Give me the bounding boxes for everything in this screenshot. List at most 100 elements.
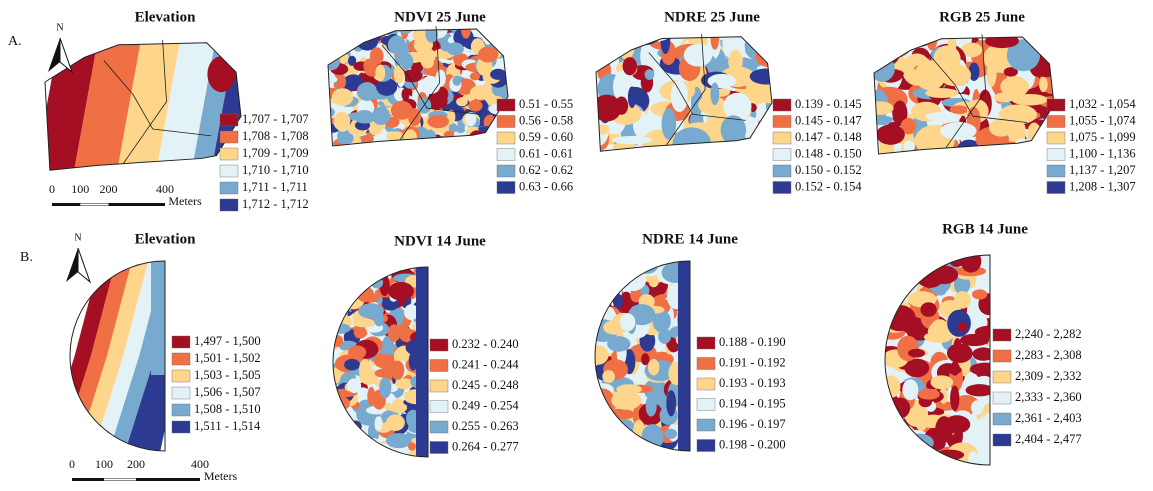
legend-label: 2,283 - 2,308 (1015, 348, 1082, 362)
map-patch (433, 137, 453, 152)
map-patch (749, 133, 767, 154)
legend-label: 0.59 - 0.60 (519, 130, 573, 144)
legend-swatch (1047, 149, 1065, 161)
map-patch (330, 431, 349, 440)
map-patch (1000, 76, 1029, 97)
map-patch (374, 353, 388, 367)
row-label: B. (20, 250, 33, 265)
map-patch (349, 21, 364, 33)
map-patch (452, 76, 461, 86)
map-patch (371, 277, 383, 289)
map-patch (338, 439, 360, 454)
map-patch (710, 82, 719, 105)
legend-swatch (993, 350, 1011, 362)
map-patch (623, 57, 637, 75)
legend-label: 1,501 - 1,502 (194, 351, 261, 365)
map-patch (495, 22, 504, 33)
map-patch (420, 76, 440, 94)
map-patch (332, 396, 350, 410)
map-patch (612, 136, 652, 144)
map-patch (620, 313, 635, 331)
map-patch (879, 38, 903, 47)
map (585, 252, 702, 457)
map-patch (662, 108, 676, 140)
panel-title: Elevation (135, 231, 196, 247)
legend-swatch (497, 165, 515, 177)
legend-label: 0.249 - 0.254 (452, 398, 519, 412)
map-patch (903, 268, 914, 288)
map-patch (343, 37, 354, 46)
map-patch (332, 283, 350, 302)
legend-label: 2,404 - 2,477 (1015, 432, 1082, 446)
map-patch (664, 429, 677, 439)
map-patch (885, 441, 913, 453)
map-patch (345, 25, 367, 35)
map-patch (375, 65, 385, 82)
map-patch (723, 93, 751, 120)
map-patch (454, 140, 474, 148)
map-patch (935, 416, 953, 443)
legend-label: 1,709 - 1,709 (242, 146, 309, 160)
map-patch (1039, 77, 1048, 92)
map-patch (331, 42, 352, 52)
map-patch (613, 434, 629, 448)
legend-swatch (697, 378, 715, 390)
map-edge (416, 267, 428, 457)
map-patch (876, 454, 907, 465)
legend-label: 0.61 - 0.61 (519, 146, 573, 160)
map-patch (359, 25, 373, 42)
map-patch (344, 359, 360, 371)
map-patch (908, 459, 918, 468)
map-patch (456, 97, 468, 106)
map-patch (502, 19, 511, 30)
map-patch (379, 377, 391, 398)
legend-swatch (497, 116, 515, 128)
map-patch (614, 275, 624, 294)
map-patch (344, 435, 365, 446)
legend-label: 1,711 - 1,711 (242, 180, 308, 194)
panel-title: RGB 25 June (939, 9, 1025, 25)
map (579, 13, 784, 162)
map-patch (339, 271, 363, 282)
map-patch (893, 29, 919, 46)
map-patch (605, 409, 635, 420)
legend-label: 2,361 - 2,403 (1015, 411, 1082, 425)
map-patch (444, 131, 454, 139)
map-patch (874, 28, 912, 58)
map-patch (600, 252, 624, 272)
map-patch (931, 375, 954, 389)
map-patch (329, 29, 340, 40)
legend-label: 0.152 - 0.154 (795, 179, 862, 193)
map-patch (939, 64, 971, 86)
map-patch (989, 119, 1014, 136)
map-patch (588, 426, 616, 451)
map-patch (323, 437, 345, 453)
legend-label: 1,075 - 1,099 (1069, 130, 1136, 144)
map-patch (750, 27, 783, 48)
legend-swatch (993, 371, 1011, 383)
map-patch (947, 310, 971, 337)
map-patch (394, 65, 405, 83)
legend-label: 1,208 - 1,307 (1069, 179, 1136, 193)
legend-label: 1,100 - 1,136 (1069, 146, 1136, 160)
map-patch (648, 145, 662, 156)
legend-label: 2,309 - 2,332 (1015, 369, 1082, 383)
panel-title: Elevation (135, 9, 196, 25)
map-patch (1035, 26, 1065, 40)
map-patch (1031, 138, 1042, 165)
map-patch (884, 263, 900, 273)
map-patch (371, 15, 390, 26)
legend-label: 1,707 - 1,707 (242, 112, 309, 126)
map-patch (468, 100, 482, 112)
legend-swatch (497, 149, 515, 161)
map-patch (628, 86, 636, 108)
legend-label: 1,708 - 1,708 (242, 129, 309, 143)
map-patch (940, 122, 976, 140)
map-patch (427, 115, 449, 128)
legend-label: 1,137 - 1,207 (1069, 163, 1136, 177)
map-patch (598, 291, 614, 303)
map-patch (359, 446, 381, 457)
scale-tick: 200 (127, 457, 145, 471)
legend-label: 0.148 - 0.150 (795, 146, 862, 160)
map-patch (335, 266, 354, 286)
